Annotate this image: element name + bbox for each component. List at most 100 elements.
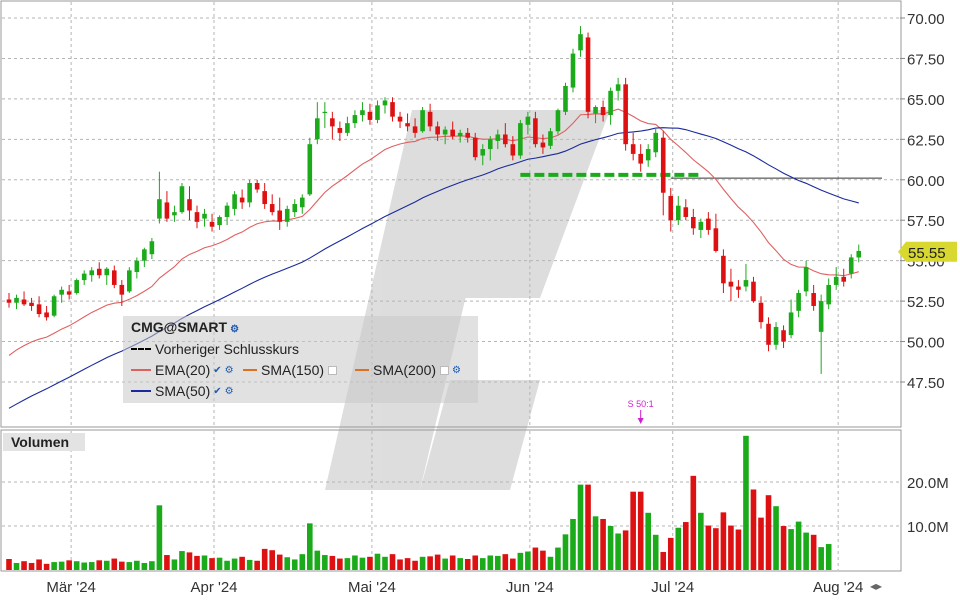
split-arrow-head (637, 418, 644, 424)
candle-body (172, 212, 177, 216)
candle-body (450, 129, 455, 137)
date-tick-label: Apr '24 (190, 579, 237, 596)
candle-body (630, 144, 636, 154)
volume-bar (329, 555, 336, 570)
candle-body (848, 257, 854, 274)
volume-bar (517, 552, 524, 570)
volume-bar (479, 558, 486, 570)
volume-bar (397, 559, 403, 570)
volume-bar (449, 555, 456, 570)
volume-bar (735, 529, 742, 570)
volume-bar (194, 555, 200, 570)
volume-bar (81, 562, 87, 570)
legend-ema20[interactable]: EMA(20) ✔ ⚙ (131, 362, 234, 378)
volume-bar (803, 532, 809, 570)
candle-body (600, 106, 606, 116)
candle-body (247, 183, 252, 203)
checkbox-icon[interactable] (440, 365, 450, 375)
volume-bar (51, 562, 57, 570)
candle-body (495, 134, 501, 141)
candle-body (833, 276, 839, 285)
volume-bar (427, 556, 433, 570)
legend-prev-close-label: Vorheriger Schlusskurs (155, 341, 299, 357)
candle-body (14, 297, 19, 303)
volume-bar (434, 554, 441, 570)
price-tick-label: 57.50 (907, 213, 945, 230)
candle-body (89, 270, 95, 276)
volume-bar (773, 506, 779, 570)
volume-bar (96, 560, 103, 570)
candle-body (653, 132, 659, 153)
volume-bar (216, 557, 223, 570)
candle-body (525, 116, 531, 125)
volume-bar (307, 523, 313, 570)
settings-icon[interactable]: ⚙ (224, 364, 234, 376)
candle-body (29, 302, 34, 306)
candle-body (736, 286, 741, 290)
volume-bar (495, 555, 501, 570)
date-tick-label: Mär '24 (46, 579, 96, 596)
volume-tick-label: 10.0M (907, 519, 949, 536)
legend-sma150-label: SMA(150) (261, 362, 325, 378)
scroll-right-icon[interactable]: ◂▸ (870, 579, 882, 593)
split-marker: S 50:1 (628, 399, 654, 424)
volume-bar (337, 558, 343, 570)
legend-sma150[interactable]: SMA(150) (243, 362, 338, 378)
candle-body (773, 326, 779, 345)
volume-bar (276, 554, 283, 570)
candlesticks (6, 26, 862, 374)
candle-body (555, 110, 561, 132)
sma200-swatch (355, 369, 369, 371)
candle-body (811, 293, 816, 306)
volume-bar (28, 562, 35, 570)
volume-bar (540, 550, 546, 570)
legend-sma50-label: SMA(50) (155, 383, 211, 399)
candle-body (796, 293, 801, 311)
volume-bar (21, 561, 27, 570)
volume-bar (705, 525, 712, 570)
legend-sma200[interactable]: SMA(200) ⚙ (355, 362, 461, 378)
candle-body (299, 197, 305, 208)
candle-body (232, 194, 237, 209)
candle-body (645, 149, 651, 161)
price-tick-label: 52.50 (907, 294, 945, 311)
candle-body (683, 207, 689, 217)
settings-icon[interactable]: ⚙ (230, 324, 240, 335)
volume-bar (149, 561, 155, 570)
volume-bar (645, 512, 651, 570)
volume-bar (600, 518, 606, 570)
ema20-line (8, 108, 859, 356)
settings-icon[interactable]: ⚙ (224, 385, 234, 397)
candle-body (6, 299, 12, 303)
volume-bar (367, 556, 373, 570)
volume-bar (630, 491, 636, 570)
candle-body (315, 118, 320, 140)
candle-body (540, 142, 546, 148)
candle-body (164, 202, 170, 219)
candle-body (615, 84, 621, 91)
legend-prev-close[interactable]: Vorheriger Schlusskurs (131, 341, 299, 357)
settings-icon[interactable]: ⚙ (452, 364, 461, 376)
candle-body (578, 34, 583, 51)
price-tick-label: 47.50 (907, 375, 945, 392)
volume-bar (246, 559, 253, 570)
candle-body (269, 204, 275, 213)
volume-bar (607, 526, 614, 570)
volume-bar (615, 533, 621, 570)
candle-body (119, 284, 125, 295)
price-panel-frame (0, 0, 902, 428)
candle-body (217, 216, 222, 226)
candle-body (758, 302, 764, 323)
check-icon[interactable]: ✔ (213, 385, 222, 397)
volume-panel-title: Volumen (3, 433, 85, 451)
volume-bar (442, 558, 448, 570)
check-icon[interactable]: ✔ (213, 364, 222, 376)
checkbox-icon[interactable] (328, 365, 338, 375)
candle-body (127, 270, 132, 292)
legend-sma50[interactable]: SMA(50) ✔ ⚙ (131, 383, 234, 399)
volume-bar (66, 560, 72, 570)
volume-bar (622, 530, 629, 570)
volume-bar (585, 484, 591, 570)
